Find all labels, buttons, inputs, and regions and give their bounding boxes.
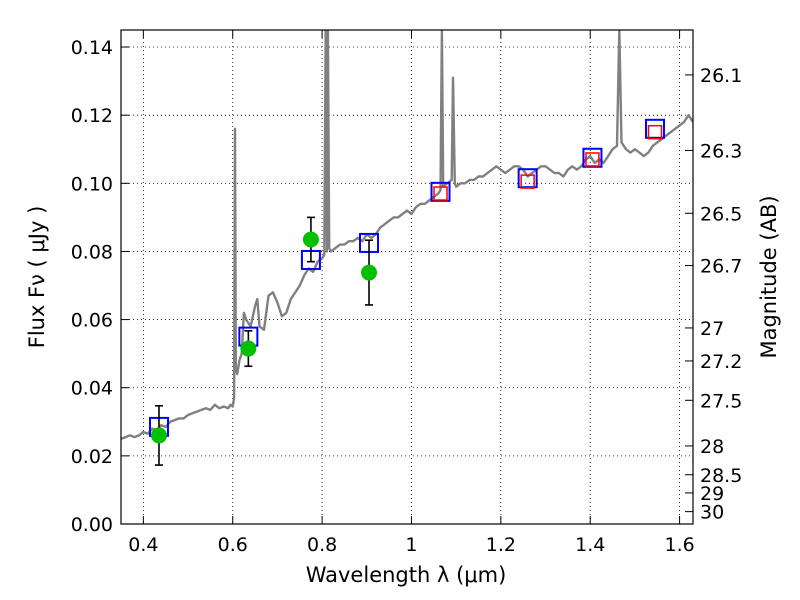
ir-flux-square: [585, 152, 600, 167]
y-tick-label: 0.10: [71, 173, 113, 195]
y-ticks: 0.00 0.02 0.04 0.06 0.08 0.10 0.12 0.14: [71, 37, 129, 536]
mag-tick-label: 27.2: [700, 351, 742, 373]
mag-tick-label: 26.3: [700, 140, 742, 162]
observed-flux-point: [361, 264, 378, 281]
mag-tick-label: 26.7: [700, 256, 742, 278]
x-tick-label: 1: [405, 534, 417, 556]
y-tick-label: 0.08: [71, 241, 113, 263]
mag-tick-label: 29: [700, 483, 724, 505]
y2-axis-label: Magnitude (AB): [757, 195, 781, 358]
y-tick-label: 0.06: [71, 310, 113, 332]
x-axis-label: Wavelength λ (μm): [306, 563, 507, 587]
y-tick-label: 0.14: [71, 37, 113, 59]
x-tick-label: 1.2: [486, 534, 516, 556]
model-flux-square: [645, 118, 666, 139]
mag-tick-label: 28: [700, 436, 724, 458]
y-tick-label: 0.04: [71, 378, 113, 400]
ir-flux-square: [520, 174, 535, 189]
y-tick-label: 0.02: [71, 446, 113, 468]
spectrum-layer: [121, 30, 693, 440]
observed-flux-point: [150, 427, 167, 444]
x-tick-label: 0.6: [218, 534, 248, 556]
ir-flux-square: [647, 124, 663, 140]
plot-frame: [120, 29, 694, 525]
x-tick-label: 1.6: [664, 534, 694, 556]
mag-tick-label: 27.5: [700, 390, 742, 412]
marker-layer: [148, 118, 666, 466]
mag-tick-label: 26.1: [700, 65, 742, 87]
model-flux-square: [430, 181, 451, 202]
x-tick-label: 0.4: [128, 534, 158, 556]
mag-tick-label: 27: [700, 318, 724, 340]
observed-flux-point: [302, 231, 319, 248]
model-flux-square: [582, 147, 603, 168]
x-tick-label: 0.8: [307, 534, 337, 556]
mag-tick-label: 26.5: [700, 203, 742, 225]
model-flux-square: [517, 168, 538, 189]
mag-tick-label: 30: [700, 502, 724, 524]
x-tick-label: 1.4: [575, 534, 605, 556]
mag-tick-label: 28.5: [700, 465, 742, 487]
x-ticks: 0.4 0.6 0.8 1 1.2 1.4 1.6: [128, 30, 695, 556]
grid: [121, 30, 693, 525]
ir-flux-square: [433, 186, 448, 201]
y-tick-label: 0.00: [71, 514, 113, 536]
observed-flux-point: [240, 340, 257, 357]
spectrum-line: [121, 30, 693, 440]
y-axis-label: Flux Fν ( μJy ): [25, 206, 49, 349]
y-tick-label: 0.12: [71, 105, 113, 127]
